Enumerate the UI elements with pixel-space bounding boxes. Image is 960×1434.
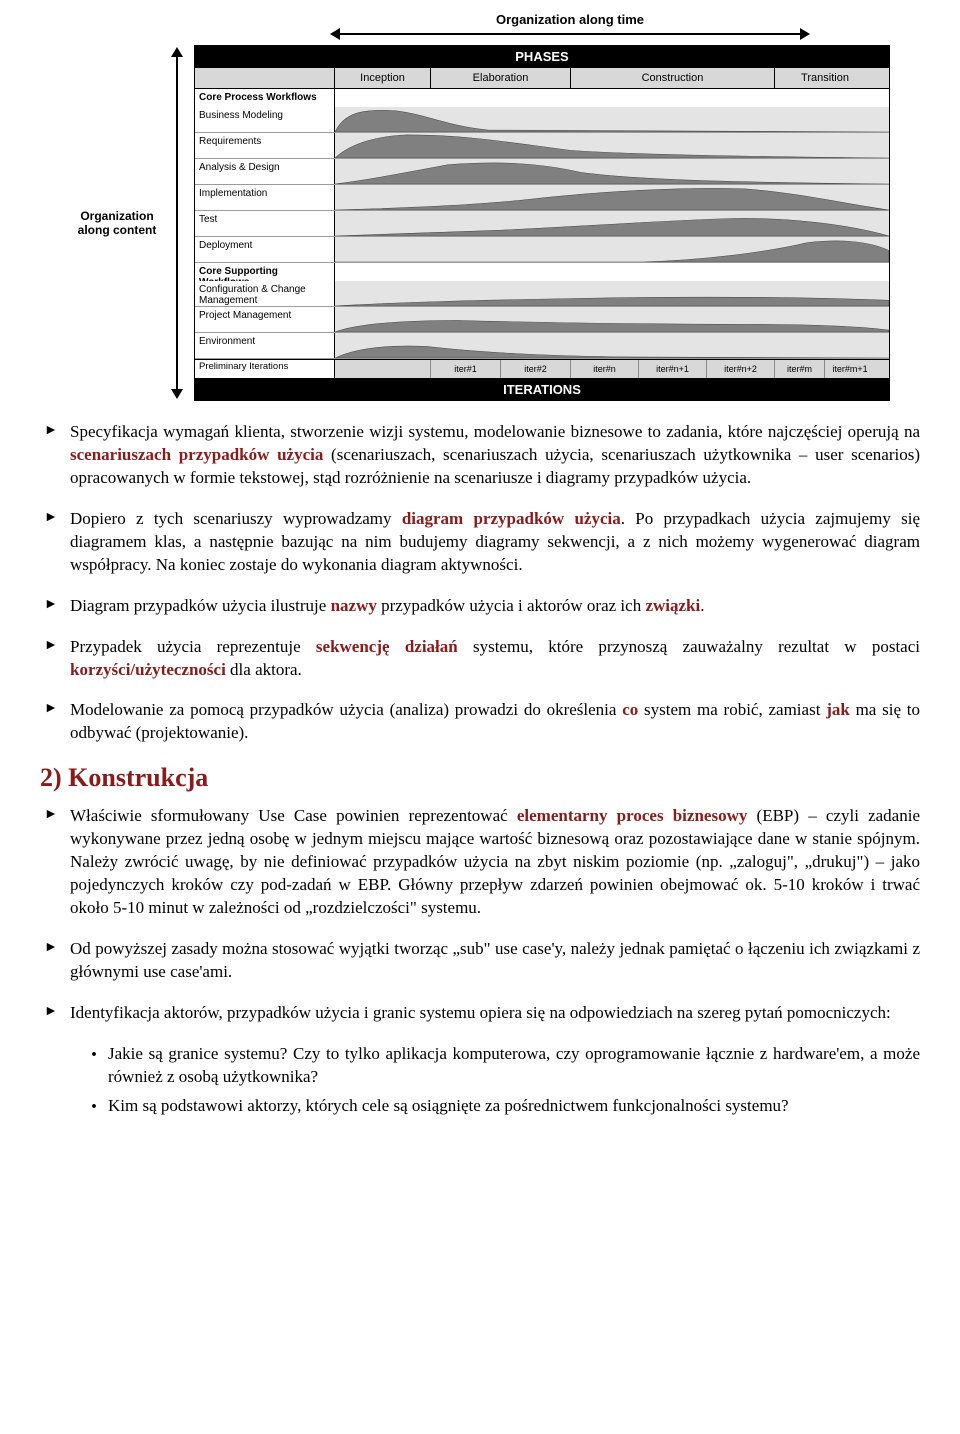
workflow-label: Deployment: [195, 237, 335, 262]
iteration-row: Preliminary Iterations iter#1iter#2iter#…: [195, 359, 889, 378]
workflows: Core Process Workflows Business Modeling…: [195, 89, 889, 359]
sub-question-item: Jakie są granice systemu? Czy to tylko a…: [90, 1043, 920, 1089]
workflow-hump: [335, 159, 889, 184]
workflow-label: Analysis & Design: [195, 159, 335, 184]
horizontal-arrow: [330, 29, 810, 39]
workflow-label: Test: [195, 211, 335, 236]
vertical-arrow: [170, 45, 184, 401]
workflow-label: Implementation: [195, 185, 335, 210]
phase-cell: Transition: [775, 68, 875, 88]
bullet-item: Modelowanie za pomocą przypadków użycia …: [44, 699, 920, 745]
workflow-label: Requirements: [195, 133, 335, 158]
workflow-row: Analysis & Design: [195, 159, 889, 185]
bullet-item: Dopiero z tych scenariuszy wyprowadzamy …: [44, 508, 920, 577]
workflow-hump: [335, 211, 889, 236]
bullet-item: Diagram przypadków użycia ilustruje nazw…: [44, 595, 920, 618]
iteration-cell: [335, 360, 431, 378]
phases-header: PHASES: [195, 46, 889, 68]
workflow-hump: [335, 333, 889, 358]
phase-cell: Elaboration: [431, 68, 571, 88]
iteration-cell: iter#m+1: [825, 360, 875, 378]
diagram-grid: PHASES Inception Elaboration Constructio…: [194, 45, 890, 401]
workflow-row: Test: [195, 211, 889, 237]
workflow-row: Environment: [195, 333, 889, 359]
iteration-cell: iter#2: [501, 360, 571, 378]
workflow-hump: [335, 133, 889, 158]
workflow-hump: [335, 107, 889, 132]
phase-cell: Inception: [335, 68, 431, 88]
workflow-row: Requirements: [195, 133, 889, 159]
bullet-list-1: Specyfikacja wymagań klienta, stworzenie…: [40, 421, 920, 745]
bullet-item: Od powyższej zasady można stosować wyjąt…: [44, 938, 920, 984]
workflow-row: Project Management: [195, 307, 889, 333]
phase-row: Inception Elaboration Construction Trans…: [195, 68, 889, 89]
workflow-label: Environment: [195, 333, 335, 358]
section-2-title: 2) Konstrukcja: [40, 763, 920, 793]
workflow-label: Business Modeling: [195, 107, 335, 132]
iteration-cell: iter#n: [571, 360, 639, 378]
bullet-list-2: Właściwie sformułowany Use Case powinien…: [40, 805, 920, 1025]
bullet-item: Przypadek użycia reprezentuje sekwencję …: [44, 636, 920, 682]
workflow-row: Business Modeling: [195, 107, 889, 133]
workflow-row: Configuration & Change Management: [195, 281, 889, 307]
iteration-cell: iter#n+1: [639, 360, 707, 378]
bullet-item: Specyfikacja wymagań klienta, stworzenie…: [44, 421, 920, 490]
workflow-hump: [335, 185, 889, 210]
rup-diagram: Organization along time Organization alo…: [70, 12, 890, 401]
sub-question-item: Kim są podstawowi aktorzy, których cele …: [90, 1095, 920, 1118]
section-header: Core Supporting Workflows: [195, 263, 889, 281]
iteration-cell: iter#1: [431, 360, 501, 378]
workflow-label: Project Management: [195, 307, 335, 332]
bullet-item: Właściwie sformułowany Use Case powinien…: [44, 805, 920, 920]
org-content-label: Organization along content: [70, 45, 170, 401]
workflow-hump: [335, 237, 889, 262]
iteration-cell: iter#n+2: [707, 360, 775, 378]
iterations-footer: ITERATIONS: [195, 378, 889, 400]
workflow-row: Implementation: [195, 185, 889, 211]
bullet-item: Identyfikacja aktorów, przypadków użycia…: [44, 1002, 920, 1025]
section-header: Core Process Workflows: [195, 89, 889, 107]
workflow-hump: [335, 281, 889, 306]
sub-question-list: Jakie są granice systemu? Czy to tylko a…: [40, 1043, 920, 1118]
iteration-cell: iter#m: [775, 360, 825, 378]
phase-cell: Construction: [571, 68, 775, 88]
workflow-hump: [335, 307, 889, 332]
org-time-label: Organization along time: [250, 12, 890, 27]
workflow-label: Configuration & Change Management: [195, 281, 335, 306]
workflow-row: Deployment: [195, 237, 889, 263]
